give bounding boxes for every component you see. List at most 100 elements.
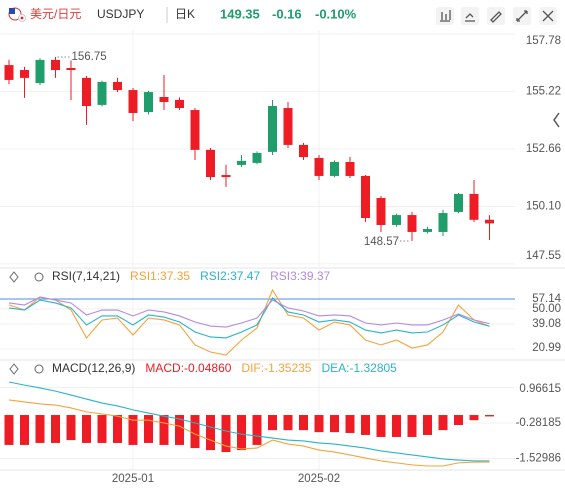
- candle-body: [485, 219, 494, 224]
- macd-bar: [4, 415, 14, 445]
- candle-body: [423, 229, 432, 232]
- period: 日K: [175, 7, 195, 21]
- candle-body: [20, 70, 29, 78]
- candle-body: [252, 153, 262, 163]
- series-line: [8, 399, 490, 467]
- candle-body: [268, 106, 277, 152]
- macd-icons: [9, 363, 44, 375]
- price: 149.35: [220, 6, 260, 21]
- eye-icon[interactable]: [9, 271, 19, 283]
- x-tick-label: 2025-02: [298, 473, 340, 485]
- candle-body: [376, 197, 386, 225]
- candle-body: [392, 215, 401, 225]
- y-tick-label: 150.10: [526, 201, 561, 213]
- candle-body: [128, 90, 138, 113]
- macd-bar: [128, 415, 138, 445]
- y-tick-label: 20.99: [532, 342, 561, 354]
- y-tick-label: 152.66: [526, 143, 561, 155]
- y-tick-label: -0.28185: [516, 417, 561, 429]
- macd-bar: [283, 415, 293, 431]
- legend-entry: MACD:-0.04860: [145, 361, 231, 375]
- annotation: 148.57: [364, 236, 399, 248]
- tool-icon[interactable]: [513, 7, 531, 25]
- series-line: [8, 381, 490, 462]
- macd-bar: [82, 415, 91, 443]
- macd-bar: [97, 415, 107, 443]
- series-line: [8, 296, 490, 328]
- macd-bar: [206, 415, 215, 451]
- legend-entry: RSI3:39.37: [270, 269, 330, 283]
- tool-icon[interactable]: [461, 7, 479, 25]
- y-tick-label: -1.52986: [516, 453, 561, 465]
- macd-bar: [51, 415, 60, 443]
- candle-body: [4, 65, 14, 80]
- macd-bar: [330, 415, 339, 433]
- y-tick-label: 157.78: [526, 35, 561, 47]
- macd-bar: [159, 415, 169, 445]
- macd-bar: [376, 415, 386, 437]
- macd-bar: [345, 415, 355, 433]
- macd-bar: [485, 415, 494, 417]
- y-tick-label: 50.00: [532, 303, 561, 315]
- eye-icon[interactable]: [9, 363, 19, 375]
- toolbar: [436, 7, 557, 25]
- change-pct: -0.10%: [315, 6, 357, 21]
- close-icon[interactable]: [539, 7, 557, 25]
- candle-body: [237, 160, 246, 165]
- candle-body: [407, 215, 417, 232]
- macd-bar: [35, 415, 45, 443]
- candle-body: [82, 77, 91, 107]
- macd-bar: [454, 415, 463, 425]
- macd-bar: [221, 415, 231, 453]
- tool-icon[interactable]: [487, 7, 505, 25]
- candle-body: [345, 162, 355, 176]
- rsi-icons: [9, 271, 44, 283]
- macd-bar: [469, 415, 479, 421]
- candle-body: [221, 175, 231, 178]
- gear-icon[interactable]: [34, 272, 44, 282]
- macd-bar: [175, 415, 184, 445]
- macd-bar: [144, 415, 153, 443]
- y-tick-label: 0.96615: [519, 383, 561, 395]
- side-arrow[interactable]: [553, 112, 560, 128]
- symbol: USDJPY: [97, 7, 144, 21]
- candle-body: [51, 59, 60, 71]
- candle-body: [361, 175, 370, 218]
- y-tick-label: 57.14: [532, 293, 561, 305]
- candle-body: [175, 99, 184, 109]
- candle-body: [113, 81, 122, 91]
- macd-bar: [190, 415, 200, 449]
- indicator-title: RSI(7,14,21): [52, 269, 120, 283]
- flag-icon: [8, 7, 26, 22]
- candle-body: [190, 110, 200, 150]
- legend-entry: DIF:-1.35235: [241, 361, 311, 375]
- macd-bar: [20, 415, 29, 445]
- macd-bar: [268, 415, 277, 431]
- macd-bar: [392, 415, 401, 437]
- x-tick-label: 2025-01: [112, 473, 154, 485]
- candle-body: [469, 193, 479, 220]
- macd-bar: [237, 415, 246, 451]
- candle-body: [159, 97, 169, 102]
- y-tick-label: 155.22: [526, 85, 561, 97]
- tool-icon[interactable]: [436, 7, 454, 25]
- pair-name: 美元/日元: [30, 7, 81, 21]
- macd-bar: [438, 415, 448, 431]
- candle-body: [283, 108, 293, 145]
- macd-bar: [361, 415, 370, 435]
- y-tick-label: 39.08: [532, 318, 561, 330]
- candle-body: [97, 81, 107, 105]
- macd-bar: [299, 415, 308, 431]
- macd-bar: [113, 415, 122, 443]
- legend-entry: RSI2:37.47: [200, 269, 260, 283]
- gear-icon[interactable]: [34, 364, 44, 374]
- candle-body: [299, 144, 308, 158]
- series-line: [8, 288, 490, 356]
- candle-body: [206, 149, 215, 178]
- change: -0.16: [272, 6, 302, 21]
- annotation: 156.75: [72, 51, 107, 63]
- candle-body: [144, 92, 153, 113]
- legend-entry: RSI1:37.35: [130, 269, 190, 283]
